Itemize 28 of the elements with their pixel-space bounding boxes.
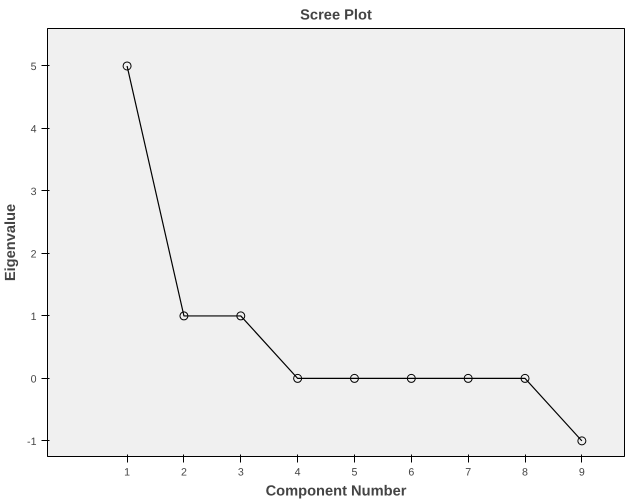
- chart-title: Scree Plot: [300, 8, 372, 24]
- x-tick-label: 4: [294, 466, 301, 478]
- x-axis-title: Component Number: [266, 484, 407, 500]
- x-tick-label: 1: [124, 466, 130, 478]
- point: [179, 311, 188, 320]
- x-tick-label: 6: [408, 466, 414, 478]
- x-tick-label: 7: [465, 466, 472, 478]
- point: [520, 374, 530, 383]
- x-tick-label: 5: [352, 466, 358, 478]
- y-tick-label: 3: [30, 186, 37, 198]
- y-tick-label: -1: [27, 436, 37, 448]
- point: [577, 436, 586, 446]
- y-tick-label: 2: [30, 248, 37, 260]
- x-tick-label: 3: [238, 466, 244, 478]
- point: [406, 374, 416, 383]
- y-tick-label: 5: [30, 60, 37, 73]
- point: [236, 311, 246, 320]
- y-tick-label: 1: [30, 310, 37, 323]
- y-tick-label: 0: [30, 373, 37, 386]
- point: [293, 374, 302, 383]
- x-tick-label: 9: [578, 466, 585, 478]
- point: [350, 374, 359, 383]
- point: [464, 374, 473, 383]
- y-tick-label: 4: [30, 123, 37, 136]
- x-tick-label: 2: [180, 466, 187, 478]
- x-tick-label: 8: [522, 466, 528, 478]
- point: [122, 61, 132, 70]
- y-axis-title: Eigenvalue: [3, 204, 20, 282]
